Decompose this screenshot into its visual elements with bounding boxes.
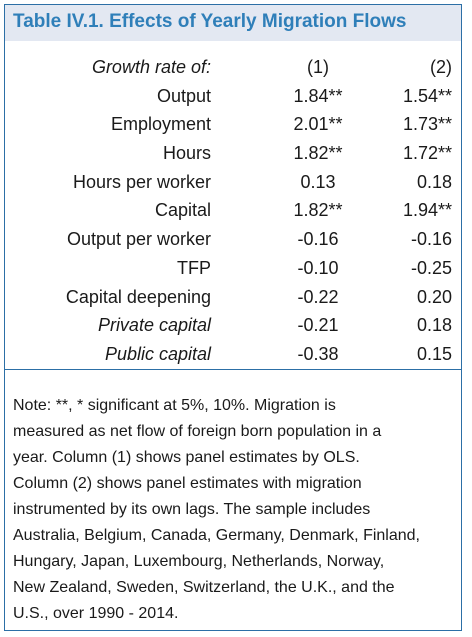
note-line: Column (2) shows panel estimates with mi… [13,475,362,492]
row-value-col1: 1.82** [293,200,343,221]
table-row: Output 1.84** 1.54** [5,82,461,111]
note-line: Hungary, Japan, Luxembourg, Netherlands,… [13,553,385,570]
row-label: Capital [154,200,211,221]
header-col2: (2) [430,57,452,77]
table-row: Hours 1.82** 1.72** [5,139,461,168]
row-value-col1: -0.38 [297,343,339,364]
row-value-col1: -0.21 [297,315,339,336]
note-line: instrumented by its own lags. The sample… [13,501,371,518]
row-label: Hours per worker [72,171,211,192]
row-value-col1: 2.01** [293,114,343,135]
row-value-col2: -0.16 [410,229,452,250]
note-line: measured as net flow of foreign born pop… [13,423,382,440]
row-label: Private capital [97,315,211,336]
row-value-col1: -0.22 [297,286,339,307]
table-row: TFP -0.10 -0.25 [5,254,461,283]
note-line: Australia, Belgium, Canada, Germany, Den… [13,527,420,544]
row-value-col2: 1.54** [402,85,452,106]
row-value-col1: 0.13 [300,171,336,192]
table-frame: Table IV.1. Effects of Yearly Migration … [4,4,462,631]
header-col1: (1) [307,57,329,77]
header-label: Growth rate of: [91,57,211,77]
row-label: Capital deepening [65,286,211,307]
table-row: Public capital -0.38 0.15 [5,340,461,369]
row-label: Public capital [104,343,211,364]
row-value-col2: 0.15 [416,343,452,364]
table-title: Table IV.1. Effects of Yearly Migration … [13,11,407,32]
row-label: Employment [110,114,211,135]
row-label: TFP [177,257,211,278]
table-note: Note: **, * significant at 5%, 10%. Migr… [13,393,455,627]
note-divider [5,369,461,370]
title-bar: Table IV.1. Effects of Yearly Migration … [5,5,461,41]
row-value-col2: 1.73** [402,114,452,135]
row-value-col2: 0.18 [416,315,452,336]
row-value-col2: -0.25 [410,257,452,278]
row-label: Hours [162,143,211,164]
row-value-col1: -0.16 [297,229,339,250]
row-value-col2: 0.20 [416,286,452,307]
table-row: Output per worker -0.16 -0.16 [5,225,461,254]
table-body: Output 1.84** 1.54** Employment 2.01** 1.73**… [5,82,461,369]
table-row: Private capital -0.21 0.18 [5,311,461,340]
note-line: year. Column (1) shows panel estimates b… [13,449,360,466]
table-row: Employment 2.01** 1.73** [5,110,461,139]
note-line: New Zealand, Sweden, Switzerland, the U.… [13,579,395,596]
note-line: Note: **, * significant at 5%, 10%. Migr… [13,397,336,414]
row-value-col1: 1.84** [293,85,343,106]
row-value-col1: 1.82** [293,143,343,164]
table-row: Capital deepening -0.22 0.20 [5,283,461,312]
row-label: Output per worker [66,229,211,250]
results-table: Growth rate of: (1) (2) Output 1.84** 1.54… [5,53,461,369]
row-value-col2: 1.72** [402,143,452,164]
row-value-col2: 1.94** [402,200,452,221]
table-row: Capital 1.82** 1.94** [5,196,461,225]
note-line: U.S., over 1990 - 2014. [13,605,179,622]
row-label: Output [156,85,211,106]
table-row: Hours per worker 0.13 0.18 [5,168,461,197]
row-value-col2: 0.18 [416,171,452,192]
row-value-col1: -0.10 [297,257,339,278]
header-row: Growth rate of: (1) (2) [5,53,461,82]
